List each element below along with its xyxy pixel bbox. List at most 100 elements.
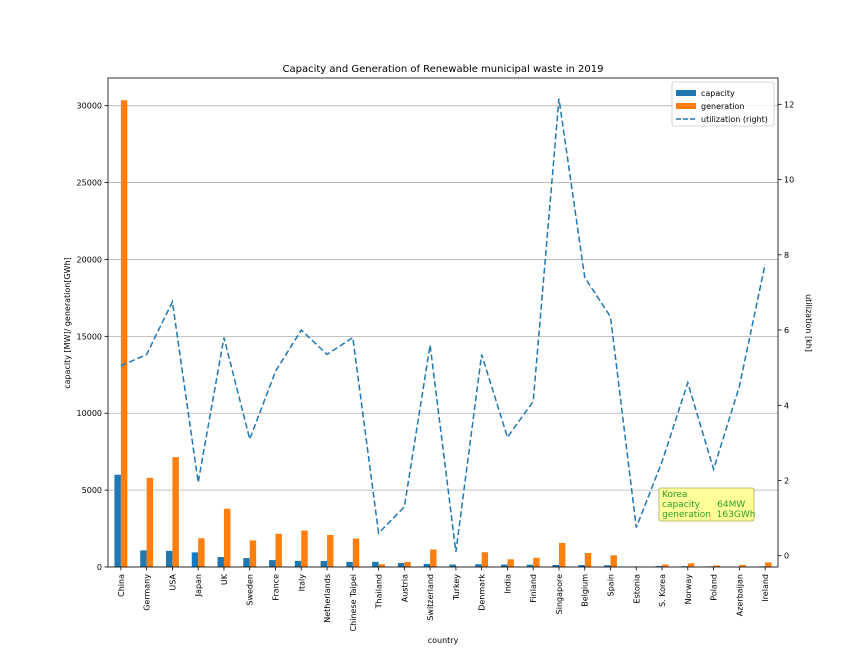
annotation-line: Korea [662, 490, 688, 500]
capacity-bar [243, 558, 250, 567]
generation-bar [146, 477, 154, 567]
annotation-line: capacity 64MW [662, 500, 745, 510]
x-tick-label: Germany [143, 574, 152, 611]
generation-bar [404, 561, 411, 567]
y-axis-label-left: capacity [MW]/ generation[GWh] [63, 257, 72, 389]
capacity-bar [320, 561, 328, 567]
generation-bar [352, 538, 360, 567]
y-tick-label: 30000 [77, 102, 102, 111]
y-right-tick-label: 12 [784, 100, 794, 109]
generation-bar [507, 559, 514, 567]
generation-bar [249, 540, 257, 567]
generation-bar [687, 563, 695, 567]
capacity-bar [372, 561, 379, 567]
x-tick-label: Denmark [478, 574, 487, 611]
x-tick-label: Azerbaijan [735, 574, 744, 616]
legend-label: utilization (right) [701, 115, 768, 124]
y-tick-label: 20000 [77, 255, 102, 264]
y-tick-label: 10000 [77, 409, 102, 418]
annotation-box [658, 487, 755, 522]
capacity-bar [269, 560, 276, 567]
legend-swatch [676, 103, 696, 109]
y-right-tick-label: 4 [784, 401, 789, 410]
generation-bar [533, 557, 540, 567]
x-tick-label: France [272, 574, 281, 601]
generation-bar [172, 457, 179, 567]
generation-bar [327, 535, 334, 567]
y-tick-label: 15000 [77, 332, 102, 341]
utilization-line [120, 98, 766, 553]
chart-title: Capacity and Generation of Renewable mun… [283, 64, 604, 75]
generation-bar [481, 552, 489, 567]
generation-bar [610, 555, 617, 567]
plot-frame [107, 77, 779, 568]
capacity-bar [552, 565, 559, 567]
x-axis-label: country [428, 636, 459, 645]
x-tick-label: Singapore [555, 574, 564, 614]
y-right-tick-label: 8 [784, 251, 789, 260]
generation-bar [662, 564, 669, 567]
y-axis-label-right: utilization [kh] [804, 294, 813, 352]
capacity-bar [397, 563, 405, 567]
generation-bar [430, 549, 437, 567]
y-right-tick-label: 2 [784, 476, 789, 485]
x-tick-label: Austria [400, 574, 409, 602]
y-right-tick-label: 6 [784, 326, 789, 335]
generation-bar [301, 530, 308, 567]
capacity-bar [526, 564, 534, 567]
x-tick-label: Finland [529, 574, 538, 603]
y-right-tick-label: 0 [784, 552, 789, 561]
generation-bar [713, 565, 721, 567]
legend: capacity generation utilization (right) [671, 81, 775, 127]
capacity-bar [500, 564, 508, 567]
legend-label: generation [701, 102, 745, 111]
capacity-bar [217, 557, 224, 567]
x-tick-label: Japan [194, 574, 203, 597]
x-tick-label: Norway [684, 574, 693, 605]
utilization-line-layer [120, 98, 766, 553]
bars [114, 100, 772, 567]
x-tick-label: Poland [710, 574, 719, 601]
x-tick-label: Sweden [246, 574, 255, 606]
capacity-bar [346, 561, 353, 567]
x-tick-label: Ireland [761, 574, 770, 602]
generation-bar [198, 538, 205, 567]
legend-box [671, 81, 775, 127]
x-tick-label: UK [220, 573, 229, 585]
x-tick-label: Chinese Taipei [349, 574, 358, 631]
x-tick-label: USA [168, 573, 177, 590]
legend-label: capacity [701, 89, 735, 98]
x-tick-label: S. Korea [658, 574, 667, 607]
capacity-bar [578, 565, 585, 567]
capacity-bar [423, 563, 431, 567]
capacity-bar [655, 566, 663, 567]
x-tick-label: Spain [607, 574, 616, 596]
x-tick-label: Netherlands [323, 574, 332, 623]
x-tick-label: Estonia [632, 574, 641, 604]
capacity-bar [140, 550, 147, 567]
y-tick-label: 25000 [77, 179, 102, 188]
y-tick-label: 0 [97, 563, 102, 572]
generation-bar [120, 100, 128, 567]
x-tick-label: Italy [297, 574, 306, 592]
generation-bar [739, 564, 746, 567]
capacity-bar [294, 560, 302, 567]
x-tick-label: India [503, 574, 512, 594]
capacity-bar [114, 474, 121, 567]
annotation-line: generation 163GWh [662, 510, 755, 520]
capacity-bar [165, 550, 173, 567]
y-tick-label: 5000 [82, 486, 102, 495]
y-right-tick-label: 10 [784, 176, 794, 185]
gridlines [108, 105, 778, 568]
generation-bar [558, 543, 566, 567]
x-tick-label: Thailand [375, 574, 384, 609]
x-tick-label: Belgium [581, 574, 590, 607]
generation-bar [378, 564, 386, 567]
x-tick-label: China [117, 574, 126, 597]
capacity-bar [604, 565, 611, 567]
capacity-bar [191, 552, 199, 567]
x-tick-label: Turkey [452, 574, 461, 601]
capacity-bar [449, 564, 456, 567]
generation-bar [584, 553, 592, 567]
